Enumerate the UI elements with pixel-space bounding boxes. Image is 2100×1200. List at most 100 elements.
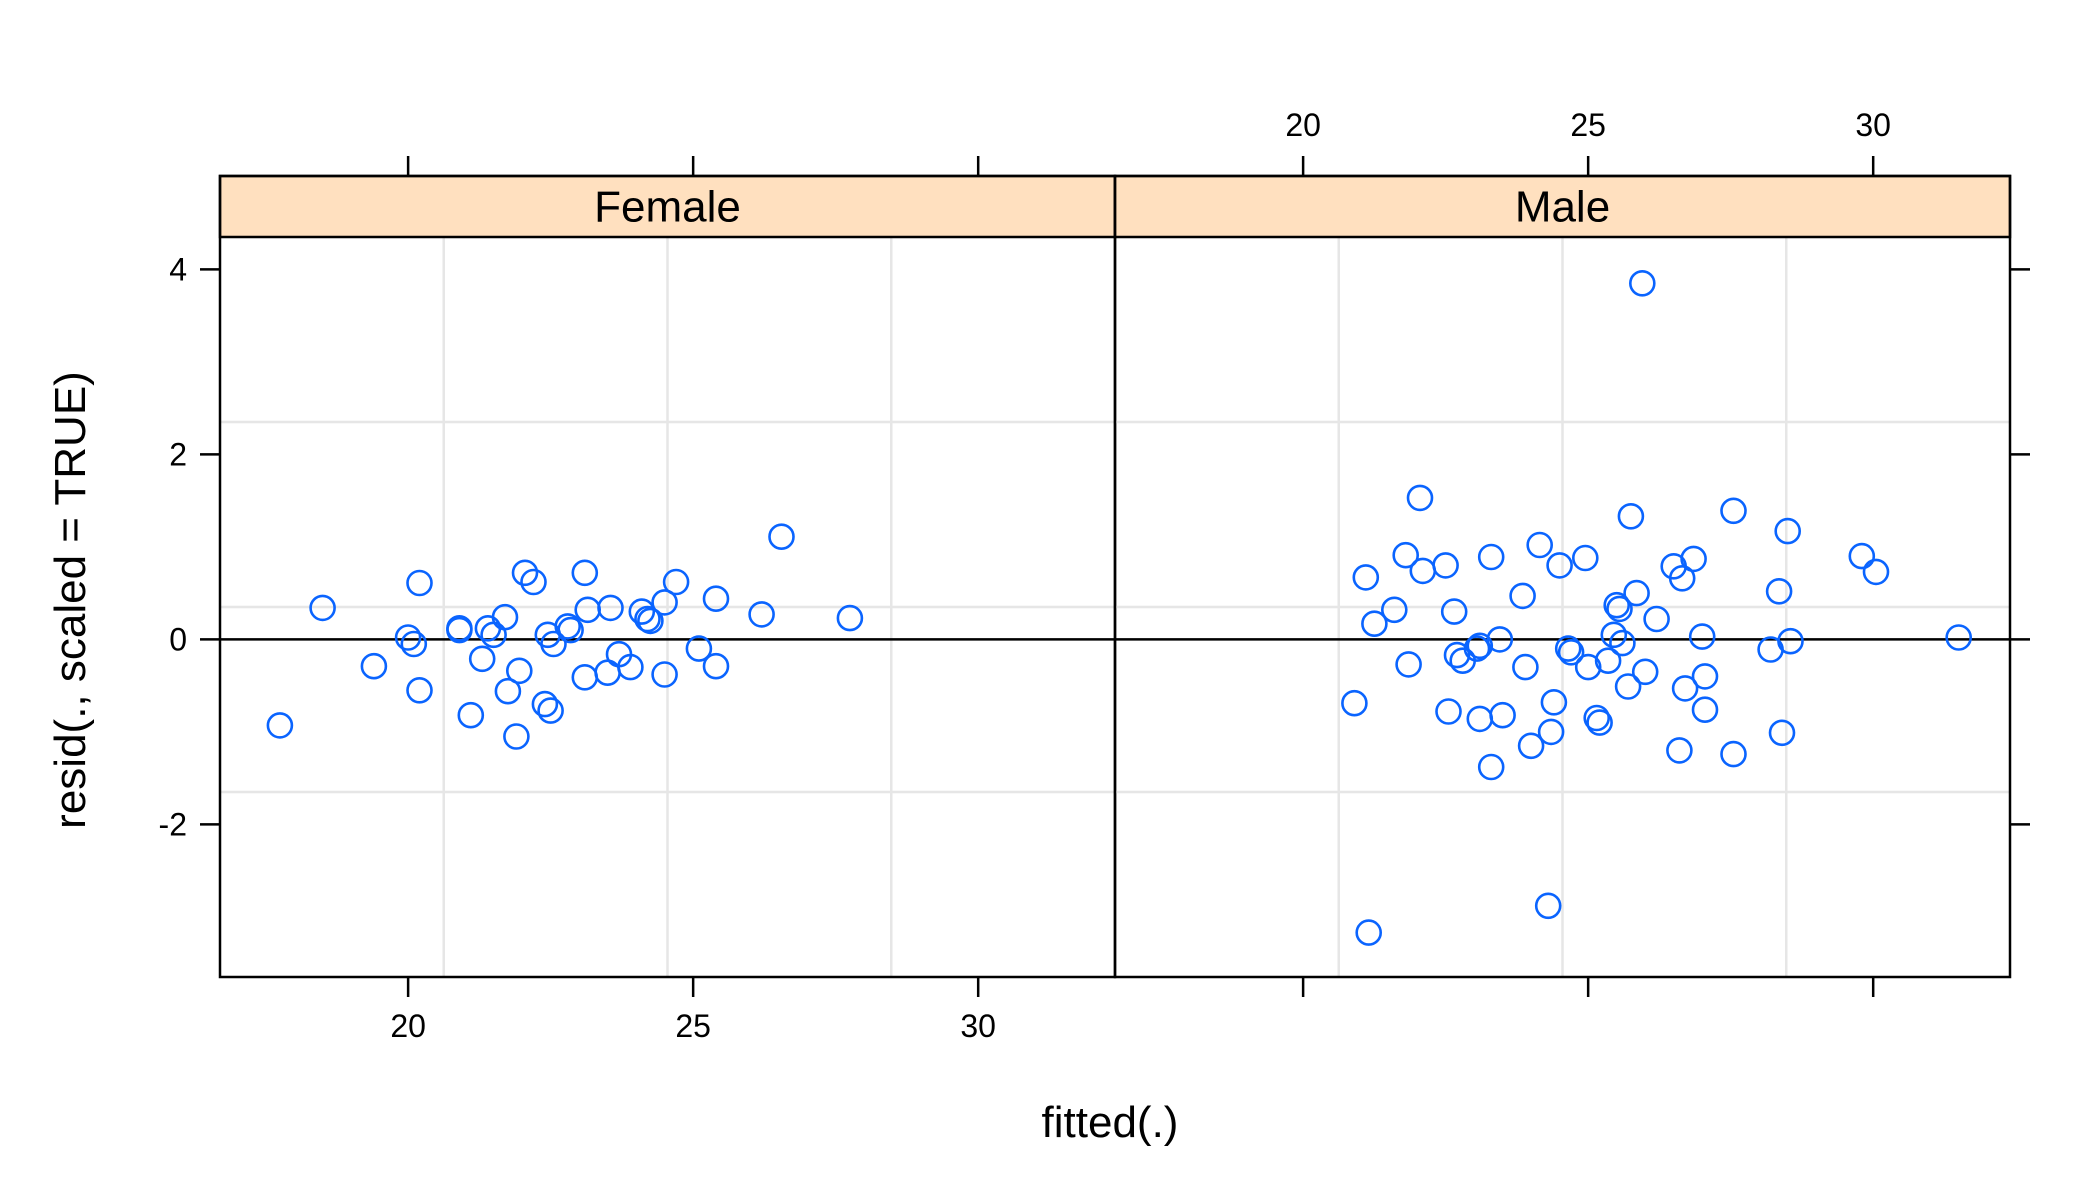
panel-frame [1113,174,2012,979]
data-point [1720,497,1747,525]
data-point [1609,629,1636,657]
data-point [360,652,388,680]
data-point [1486,626,1514,653]
data-point [1583,704,1610,732]
data-point [1341,689,1368,717]
data-point [1477,753,1505,781]
data-point [768,523,795,551]
data-point [511,559,539,587]
data-point [1440,598,1468,625]
data-point [702,585,730,613]
data-point [1594,647,1622,675]
data-point [1355,919,1382,946]
data-point [1406,484,1434,512]
data-point [1512,653,1539,681]
data-point [1352,564,1380,591]
data-point [400,630,428,658]
data-point [540,630,567,658]
data-point [480,621,507,649]
data-point [1361,610,1388,638]
data-point [494,677,522,705]
data-point [1395,651,1422,678]
data-point [1466,632,1494,660]
panel-male: Male 20 25 30 [1113,107,2012,997]
data-point [571,663,599,691]
data-point [1848,542,1876,570]
data-point [1534,892,1562,920]
data-point [634,605,661,633]
data-point [1629,269,1656,297]
x-axis-title: fitted(.) [1042,1098,1179,1147]
y-axis-title: resid(., scaled = TRUE) [46,371,95,829]
panel-female: Female 20 25 30 [218,156,1117,1044]
x-tick-label: 25 [675,1008,711,1044]
data-point [1668,564,1696,592]
data-point [594,659,621,687]
data-point [554,613,582,640]
y-tick-label: 0 [169,621,187,657]
data-point [1945,624,1972,651]
data-point [1466,705,1494,733]
strip-male [1113,174,2012,239]
data-point [574,596,602,624]
data-point [1477,543,1505,571]
y-tick-label: 4 [169,251,187,287]
data-point [1526,531,1553,559]
x-tick-label: 30 [960,1008,996,1044]
data-point [1666,737,1693,764]
panels-layer: Female 20 25 30 Male 20 25 30 -2 0 2 4 [159,107,2030,1044]
data-point [1517,732,1545,760]
data-point [1768,719,1796,747]
data-point [1643,605,1670,633]
data-point [628,598,656,625]
data-point [1381,596,1408,624]
data-point [748,601,775,628]
data-point [446,616,473,644]
data-point [1720,740,1747,768]
data-point [1554,635,1582,662]
data-point [1600,621,1628,649]
data-point [651,589,678,616]
data-point [685,635,713,662]
data-point [836,604,864,632]
data-point [702,652,730,680]
data-point [1862,558,1890,586]
data-point [1671,675,1699,702]
y-tick-label: 2 [169,436,187,472]
data-point [617,653,644,681]
data-point [1537,718,1565,746]
data-point [1623,579,1650,607]
data-point [394,624,422,651]
x-tick-label: 20 [1285,107,1321,143]
data-point [1603,591,1630,619]
data-point [651,661,678,688]
data-point [1586,709,1613,736]
y-tick-label: -2 [159,806,187,842]
data-point [406,569,433,597]
data-point [468,645,496,673]
data-point [1489,701,1516,729]
data-point [1631,658,1659,686]
data-point [1774,517,1801,545]
data-point [1691,663,1719,690]
data-point [571,559,599,587]
data-point [1435,698,1462,725]
strip-label: Female [594,183,741,232]
x-tick-label: 25 [1570,107,1606,143]
x-tick-label: 20 [390,1008,426,1044]
data-point [597,594,624,622]
data-point [1614,673,1642,700]
data-point [406,676,433,704]
data-point [1765,577,1793,605]
data-point [1540,688,1568,716]
data-point [1409,557,1437,585]
data-point [457,701,485,729]
data-point [1546,552,1573,579]
strip-label: Male [1515,183,1610,232]
data-point [1509,582,1536,610]
data-point [520,568,547,596]
data-point [1606,595,1633,623]
data-point [474,614,502,642]
data-point [1432,552,1459,579]
